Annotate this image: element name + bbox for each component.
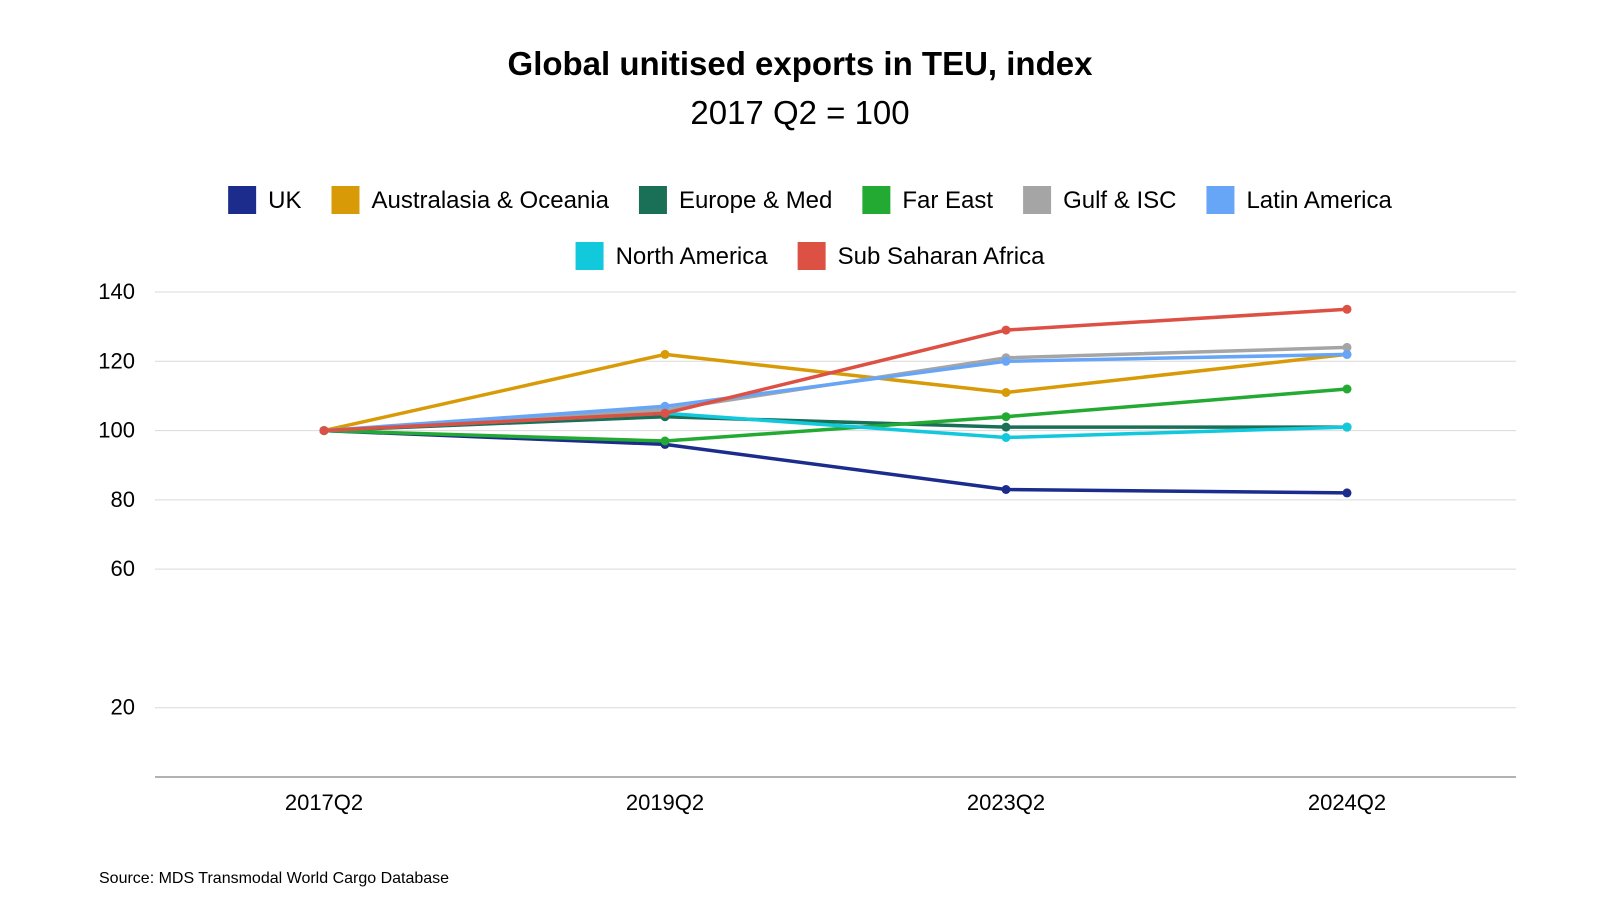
series-line <box>322 307 1349 433</box>
x-tick-label: 2017Q2 <box>285 790 363 815</box>
legend-item: Gulf & ISC <box>1023 186 1176 214</box>
data-point <box>1001 325 1011 335</box>
x-tick-label: 2019Q2 <box>626 790 704 815</box>
x-tick-label: 2023Q2 <box>967 790 1045 815</box>
legend-item: Sub Saharan Africa <box>797 242 1045 270</box>
legend-label: Sub Saharan Africa <box>838 243 1045 270</box>
data-point <box>1001 433 1011 442</box>
series-line <box>322 352 1349 433</box>
chart-subtitle: 2017 Q2 = 100 <box>690 94 910 131</box>
series-7 <box>319 304 1352 436</box>
y-tick-label: 60 <box>111 556 135 581</box>
data-point <box>1001 356 1011 366</box>
y-tick-label: 140 <box>98 279 135 304</box>
legend-item: North America <box>575 242 769 270</box>
series-layer <box>319 304 1352 498</box>
legend-item: Australasia & Oceania <box>331 186 610 214</box>
legend-item: UK <box>228 186 301 214</box>
y-tick-label: 20 <box>111 695 135 720</box>
series-3 <box>319 384 1352 446</box>
y-tick-label: 100 <box>98 418 135 443</box>
legend-label: Gulf & ISC <box>1063 187 1176 214</box>
legend-swatch <box>638 186 667 214</box>
legend-swatch <box>1206 186 1235 214</box>
legend-item: Europe & Med <box>638 186 832 214</box>
data-point <box>660 436 670 446</box>
legend: UK Australasia & Oceania Europe & Med Far E… <box>228 186 1393 270</box>
data-point <box>1001 422 1011 432</box>
data-point <box>660 349 670 359</box>
y-tick-label: 120 <box>98 348 135 373</box>
series-line <box>322 387 1349 443</box>
legend-swatch <box>1023 186 1052 214</box>
data-point <box>319 426 329 436</box>
chart-title: Global unitised exports in TEU, index <box>507 45 1093 82</box>
data-point <box>1342 422 1352 432</box>
legend-swatch <box>575 242 604 270</box>
data-point <box>660 408 670 418</box>
data-point <box>1342 342 1352 352</box>
legend-label: North America <box>616 243 769 270</box>
y-axis: 20 60 80 100 120 140 <box>98 279 135 720</box>
data-point <box>1001 485 1011 494</box>
data-point <box>1342 349 1352 359</box>
x-tick-label: 2024Q2 <box>1308 790 1386 815</box>
data-point <box>1342 384 1352 394</box>
legend-swatch <box>862 186 891 214</box>
legend-swatch <box>228 186 257 214</box>
source-note: Source: MDS Transmodal World Cargo Datab… <box>99 870 450 887</box>
legend-label: UK <box>268 187 301 214</box>
data-point <box>1342 488 1352 498</box>
legend-item: Latin America <box>1206 186 1393 214</box>
data-point <box>1001 412 1011 422</box>
x-axis: 2017Q2 2019Q2 2023Q2 2024Q2 <box>155 776 1516 815</box>
y-tick-label: 80 <box>111 487 135 512</box>
series-line <box>322 428 1349 495</box>
legend-label: Europe & Med <box>679 187 832 214</box>
data-point <box>660 401 670 411</box>
legend-swatch <box>331 186 360 214</box>
legend-label: Latin America <box>1246 187 1392 214</box>
legend-item: Far East <box>862 186 993 214</box>
data-point <box>1001 388 1011 397</box>
data-point <box>1342 304 1352 314</box>
legend-label: Far East <box>902 187 993 214</box>
legend-swatch <box>797 242 826 270</box>
legend-label: Australasia & Oceania <box>371 187 609 214</box>
